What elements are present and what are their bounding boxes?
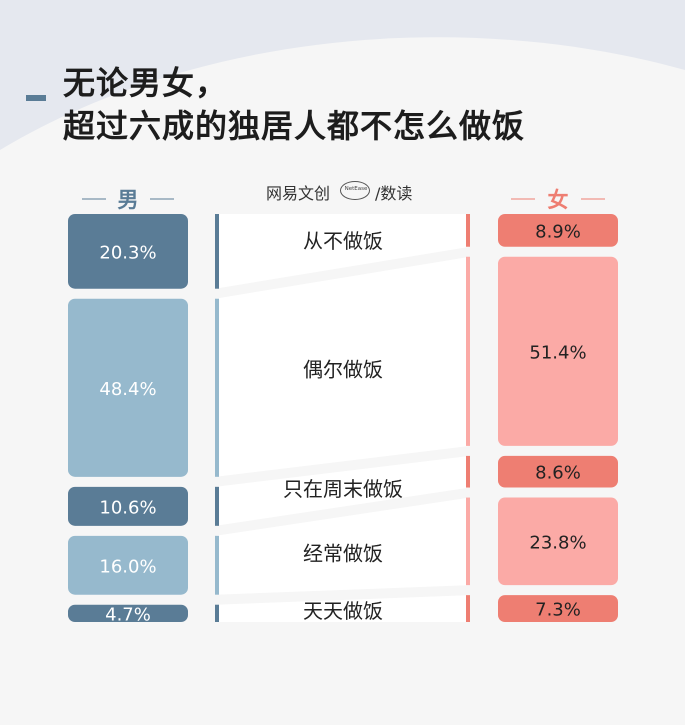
female-bar — [498, 214, 618, 247]
female-value-label: 23.8% — [529, 532, 586, 553]
male-value-label: 48.4% — [99, 379, 156, 400]
female-bar — [498, 455, 618, 488]
ribbon-3 — [215, 455, 470, 526]
female-value-label: 51.4% — [529, 342, 586, 363]
ribbon-4 — [215, 497, 470, 595]
male-bar — [68, 604, 188, 622]
male-bar — [68, 214, 188, 289]
brand-english: NetEase — [344, 186, 368, 192]
male-edge-bar — [215, 486, 219, 526]
title-accent-bar — [26, 95, 46, 101]
brand-name: 网易文创 — [266, 184, 331, 203]
netease-circle-icon: NetEase — [340, 181, 370, 200]
female-bar — [498, 595, 618, 622]
female-edge-bar — [466, 455, 470, 488]
category-label: 天天做饭 — [303, 599, 383, 623]
male-value-label: 20.3% — [99, 242, 156, 263]
brand-suffix: /数读 — [375, 184, 413, 203]
ribbon-1 — [215, 214, 470, 289]
female-value-label: 7.3% — [535, 600, 581, 621]
female-bar — [498, 256, 618, 446]
legend-female: 女 — [548, 188, 569, 212]
male-value-label: 4.7% — [105, 604, 151, 625]
brand-logo: 网易文创 NetEase /数读 — [258, 180, 433, 206]
female-edge-bar — [466, 256, 470, 446]
female-value-label: 8.6% — [535, 463, 581, 484]
female-edge-bar — [466, 595, 470, 622]
category-label: 从不做饭 — [303, 229, 383, 253]
male-value-label: 10.6% — [99, 497, 156, 518]
female-bar — [498, 497, 618, 586]
male-value-label: 16.0% — [99, 556, 156, 577]
male-bar — [68, 486, 188, 526]
ribbon-5 — [215, 595, 470, 622]
legend-male: 男 — [118, 188, 139, 212]
female-edge-bar — [466, 214, 470, 247]
chart-title-line-2: 超过六成的独居人都不怎么做饭 — [63, 107, 526, 145]
male-edge-bar — [215, 298, 219, 477]
male-bar — [68, 298, 188, 477]
category-label: 经常做饭 — [303, 541, 383, 565]
male-edge-bar — [215, 535, 219, 595]
male-bar — [68, 535, 188, 595]
category-label: 只在周末做饭 — [283, 477, 403, 501]
female-value-label: 8.9% — [535, 221, 581, 242]
category-label: 偶尔做饭 — [303, 358, 383, 382]
female-edge-bar — [466, 497, 470, 586]
ribbon-2 — [215, 256, 470, 477]
male-edge-bar — [215, 214, 219, 289]
male-edge-bar — [215, 604, 219, 622]
chart-title-line-1: 无论男女， — [63, 64, 229, 102]
